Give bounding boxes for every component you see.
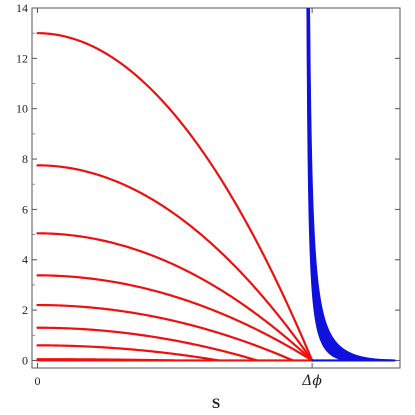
y-tick-label: 14	[16, 1, 28, 15]
series-line-red	[36, 303, 294, 362]
series-line-red	[36, 32, 314, 362]
series-line-red	[36, 326, 259, 362]
y-tick-label: 0	[22, 353, 28, 367]
y-tick-label: 2	[22, 303, 28, 317]
y-tick-label: 12	[16, 51, 28, 65]
y-axis: 0 2 4 6 8 10 12 14	[16, 1, 400, 367]
series-line-red	[36, 274, 314, 362]
series-line-blue	[306, 8, 355, 362]
plot-frame	[31, 7, 401, 369]
series-line-red	[36, 344, 220, 362]
x-axis-label: S	[212, 396, 220, 412]
x-tick-label: 0	[34, 374, 40, 388]
y-tick-label: 4	[22, 253, 28, 267]
series-line-red	[36, 232, 314, 362]
y-tick-label: 10	[16, 102, 28, 116]
series-group	[36, 8, 396, 362]
y-tick-label: 8	[22, 152, 28, 166]
series-line-red	[36, 164, 314, 362]
x-axis: 0 Δϕ	[34, 8, 322, 389]
y-tick-label: 6	[22, 202, 28, 216]
x-tick-label: Δϕ	[301, 373, 322, 389]
